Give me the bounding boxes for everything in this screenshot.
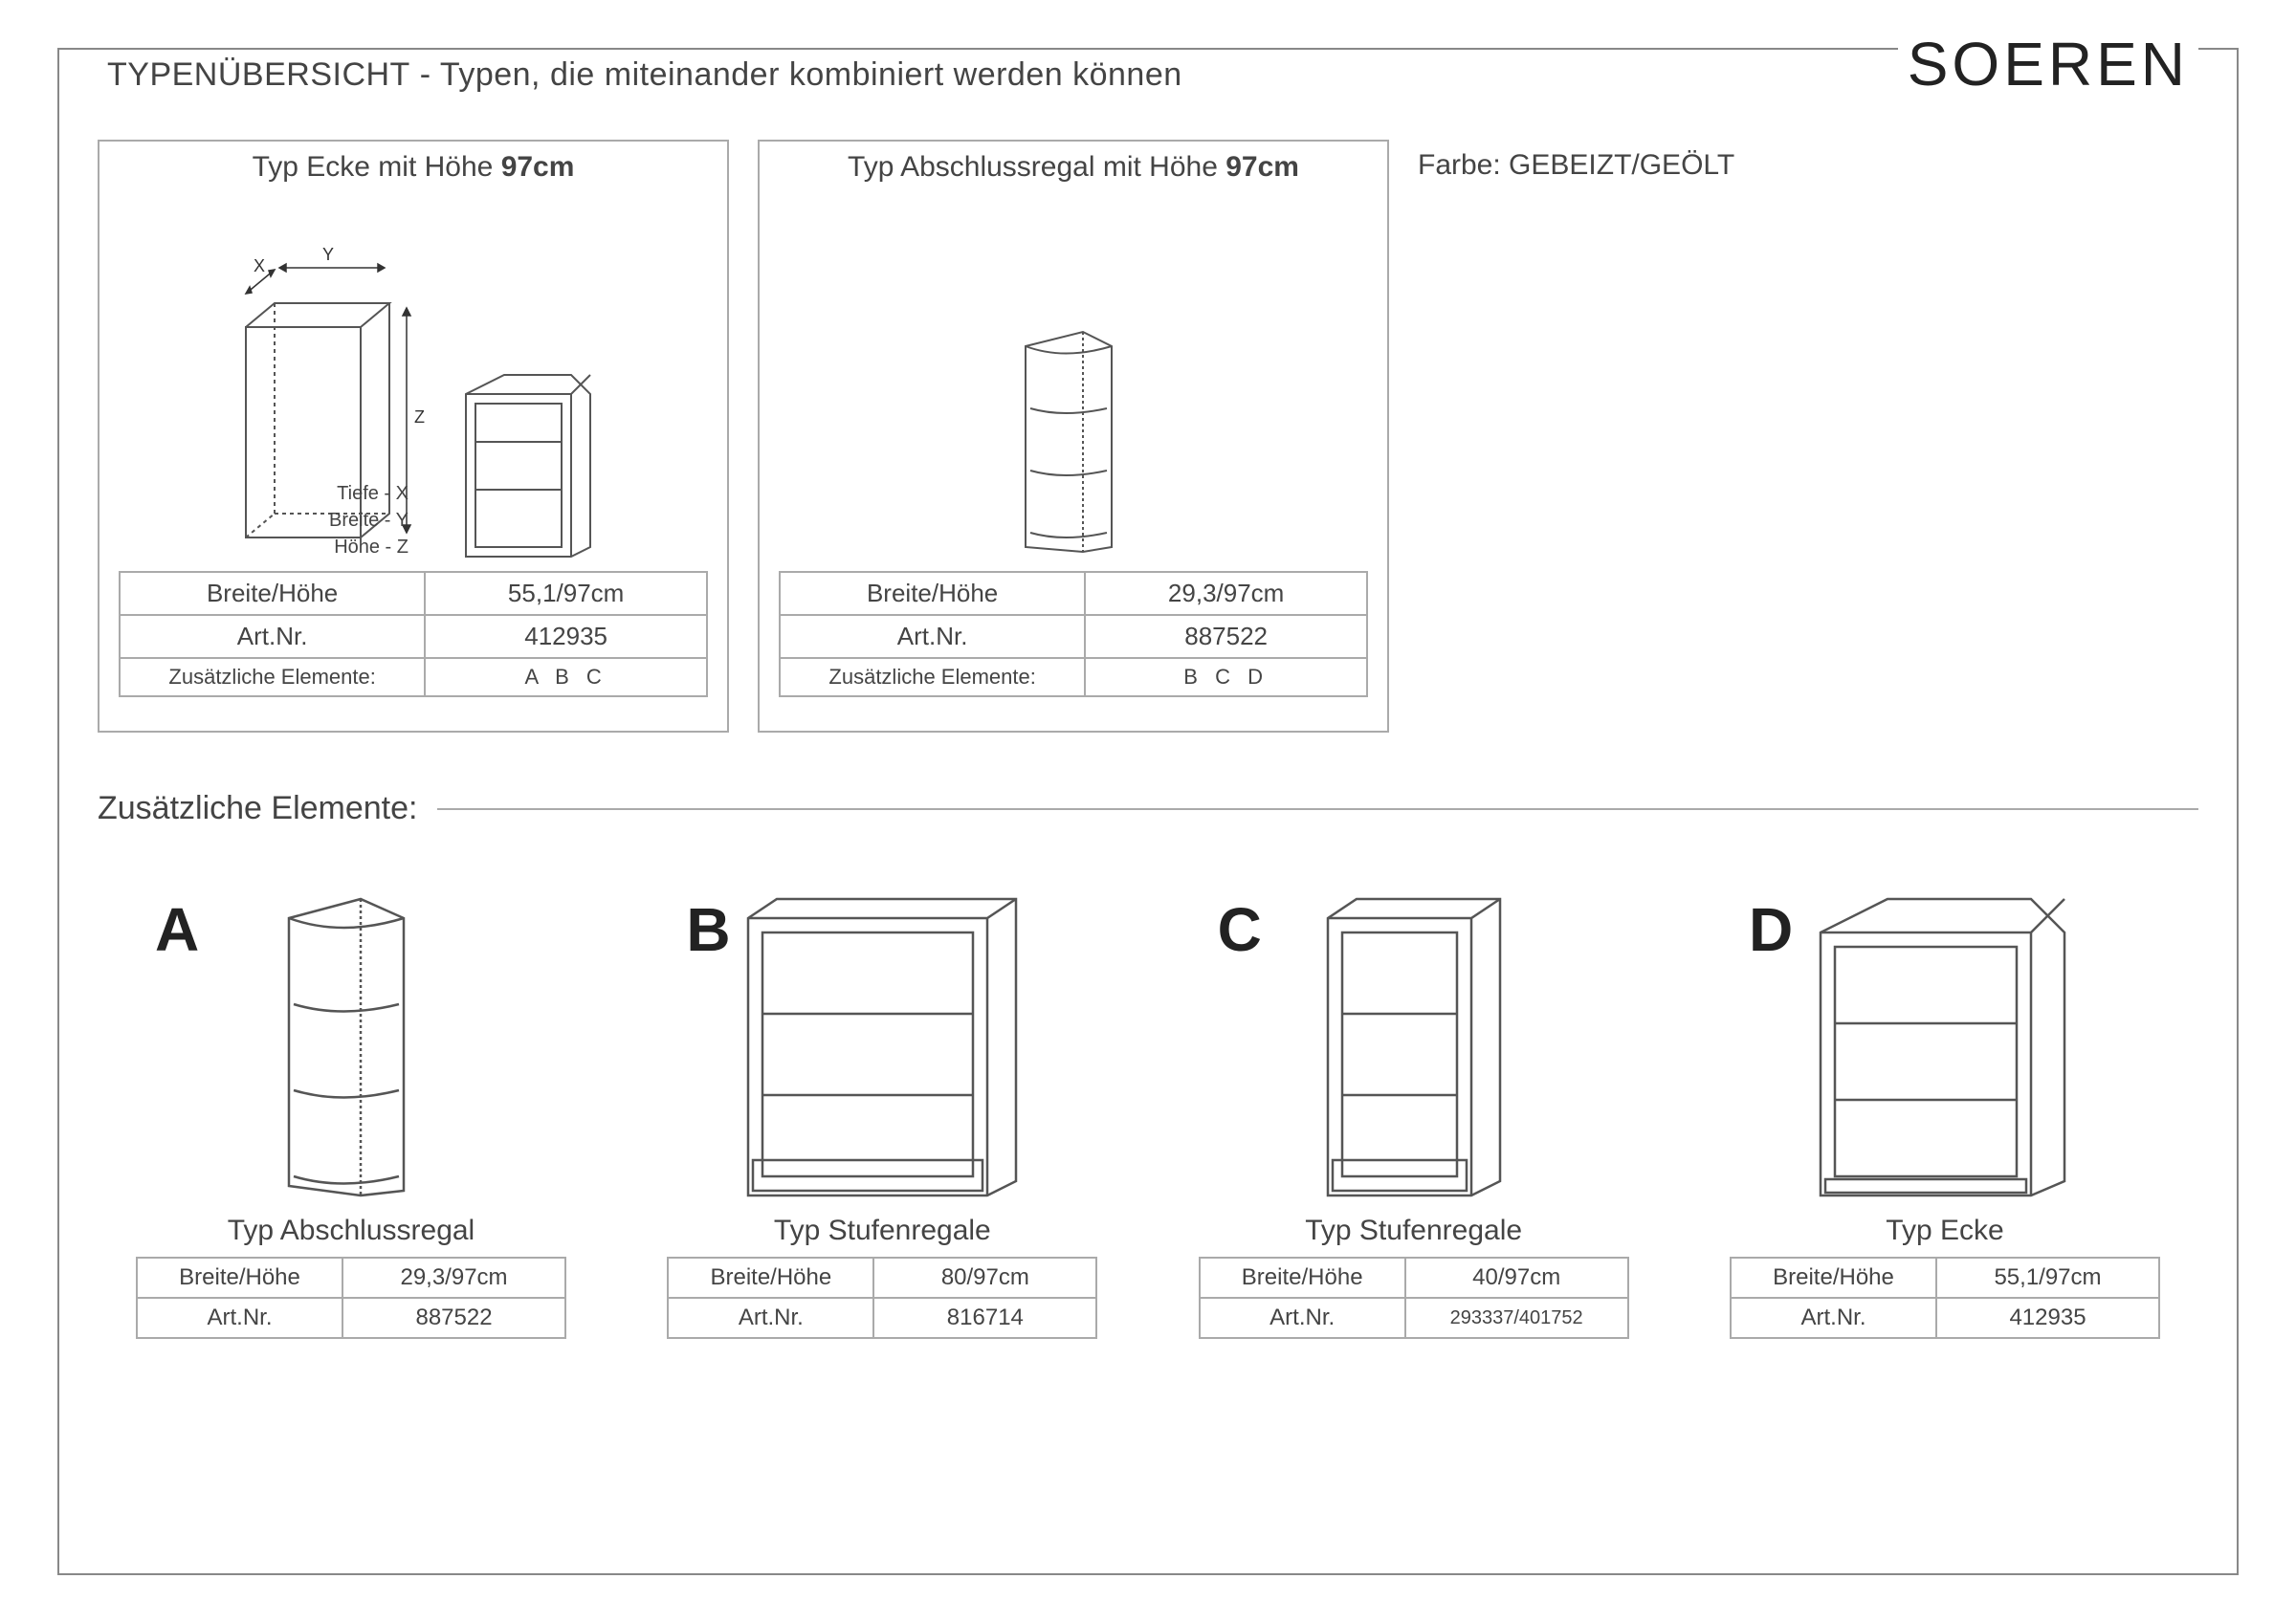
- drawing-area: [779, 193, 1368, 557]
- element-table: Breite/Höhe40/97cm Art.Nr.293337/401752: [1199, 1257, 1629, 1339]
- header-row: TYPENÜBERSICHT - Typen, die miteinander …: [59, 29, 2237, 99]
- table-row: Breite/Höhe55,1/97cm: [120, 572, 707, 615]
- narrow-shelf-icon: [1318, 894, 1510, 1200]
- element-table: Breite/Höhe29,3/97cm Art.Nr.887522: [136, 1257, 566, 1339]
- spec-table: Breite/Höhe55,1/97cm Art.Nr.412935 Zusät…: [119, 571, 708, 697]
- table-row: Breite/Höhe29,3/97cm: [137, 1258, 565, 1298]
- table-row: Zusätzliche Elemente:A B C: [120, 658, 707, 696]
- table-row: Art.Nr.816714: [668, 1298, 1096, 1338]
- element-type: Typ Stufenregale: [1305, 1215, 1522, 1247]
- panel-farbe: Farbe: GEBEIZT/GEÖLT: [1418, 140, 1896, 733]
- divider-line: [437, 808, 2199, 810]
- table-row: Breite/Höhe29,3/97cm: [780, 572, 1367, 615]
- table-row: Breite/Höhe80/97cm: [668, 1258, 1096, 1298]
- svg-text:Z: Z: [414, 407, 425, 427]
- brand-logo: SOEREN: [1898, 29, 2198, 99]
- element-d: D Typ Ecke Breite/Höhe55,1/97cm A: [1730, 856, 2160, 1339]
- table-row: Art.Nr.293337/401752: [1200, 1298, 1628, 1338]
- corner-cabinet-icon: [1811, 894, 2079, 1200]
- title-rest: - Typen, die miteinander kombiniert werd…: [410, 56, 1182, 93]
- element-table: Breite/Höhe55,1/97cm Art.Nr.412935: [1730, 1257, 2160, 1339]
- element-type: Typ Ecke: [1886, 1215, 2003, 1247]
- table-row: Art.Nr.412935: [120, 615, 707, 658]
- panel-ecke: Typ Ecke mit Höhe 97cm: [98, 140, 729, 733]
- element-letter: C: [1218, 894, 1262, 965]
- title-prefix: TYPENÜBERSICHT: [107, 56, 410, 93]
- element-type: Typ Abschlussregal: [228, 1215, 475, 1247]
- table-row: Art.Nr.412935: [1731, 1298, 2159, 1338]
- corner-cabinet-icon: [456, 365, 600, 557]
- top-panels: Typ Ecke mit Höhe 97cm: [98, 140, 2198, 733]
- element-type: Typ Stufenregale: [774, 1215, 991, 1247]
- page-frame: TYPENÜBERSICHT - Typen, die miteinander …: [57, 48, 2239, 1575]
- element-a: A Typ Abschlussregal Breite/Höhe29,3/97c…: [136, 856, 566, 1339]
- element-letter: B: [686, 894, 730, 965]
- section-header: Zusätzliche Elemente:: [98, 790, 2198, 827]
- farbe-label: Farbe: GEBEIZT/GEÖLT: [1418, 149, 1896, 182]
- element-drawing: A: [136, 856, 566, 1200]
- table-row: Art.Nr.887522: [780, 615, 1367, 658]
- drawing-area: X Y Z: [119, 193, 708, 557]
- spec-table: Breite/Höhe29,3/97cm Art.Nr.887522 Zusät…: [779, 571, 1368, 697]
- elements-row: A Typ Abschlussregal Breite/Höhe29,3/97c…: [98, 856, 2198, 1339]
- table-row: Art.Nr.887522: [137, 1298, 565, 1338]
- page-title: TYPENÜBERSICHT - Typen, die miteinander …: [98, 56, 1192, 94]
- element-drawing: B: [667, 856, 1097, 1200]
- dimension-legend: Tiefe - X Breite - Y Höhe - Z: [329, 480, 408, 560]
- panel-title: Typ Abschlussregal mit Höhe 97cm: [779, 151, 1368, 184]
- table-row: Breite/Höhe40/97cm: [1200, 1258, 1628, 1298]
- wide-shelf-icon: [739, 894, 1026, 1200]
- element-drawing: C: [1199, 856, 1629, 1200]
- end-shelf-icon: [1016, 327, 1131, 557]
- end-shelf-icon: [275, 894, 428, 1200]
- table-row: Breite/Höhe55,1/97cm: [1731, 1258, 2159, 1298]
- svg-text:Y: Y: [322, 245, 334, 264]
- table-row: Zusätzliche Elemente:B C D: [780, 658, 1367, 696]
- element-b: B Typ Stufenregale Breite/Höhe80/97cm: [667, 856, 1097, 1339]
- element-drawing: D: [1730, 856, 2160, 1200]
- element-table: Breite/Höhe80/97cm Art.Nr.816714: [667, 1257, 1097, 1339]
- element-letter: A: [155, 894, 199, 965]
- element-c: C Typ Stufenregale Breite/Höhe40/97cm: [1199, 856, 1629, 1339]
- element-letter: D: [1749, 894, 1793, 965]
- svg-text:X: X: [254, 256, 265, 275]
- panel-abschlussregal: Typ Abschlussregal mit Höhe 97cm Breite/…: [758, 140, 1389, 733]
- panel-title: Typ Ecke mit Höhe 97cm: [119, 151, 708, 184]
